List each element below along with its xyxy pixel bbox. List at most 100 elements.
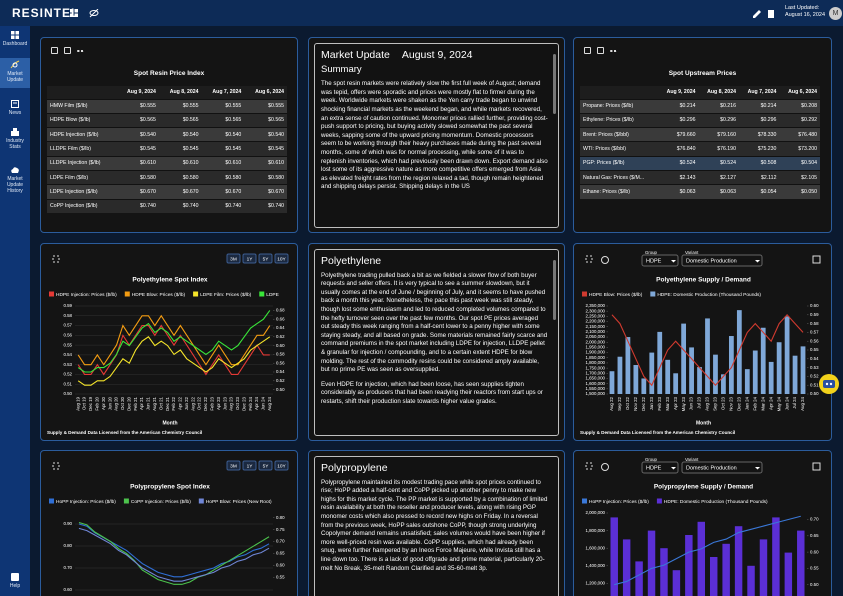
price-cell: $0.740	[158, 198, 202, 214]
nav-item[interactable]: Market Update History	[0, 164, 30, 196]
expand-button[interactable]	[52, 255, 60, 263]
table-row: Ethane: Prices ($/lb) $0.063 $0.063 $0.054 $…	[580, 184, 820, 200]
row-label: Brent: Prices ($/bbl)	[580, 127, 658, 142]
table-row: Brent: Prices ($/bbl) $79.660 $79.160 $78.3…	[580, 127, 820, 142]
x-tick-label: Jul 23	[697, 396, 702, 408]
y2-tick-label: 0.50	[810, 582, 819, 587]
nav-label: Industry Stats	[6, 138, 24, 150]
price-table: Aug 9, 2024 Aug 8, 2024 Aug 7, 2024 Aug 6, …	[47, 86, 287, 214]
range-button[interactable]	[258, 253, 273, 264]
y2-tick-label: 0.65	[276, 551, 285, 556]
price-cell: $75.230	[738, 141, 780, 157]
y-tick-label: 1,900,000	[585, 350, 605, 355]
price-cell: $0.050	[779, 184, 820, 200]
x-tick-label: Apr 23	[673, 396, 678, 409]
price-cell: $0.296	[698, 112, 739, 128]
bar	[713, 354, 718, 394]
column-header: Aug 9, 2024	[116, 86, 159, 99]
y2-tick-label: 0.70	[276, 539, 285, 544]
y2-tick-label: 0.70	[810, 517, 819, 522]
price-cell: $0.670	[244, 184, 287, 200]
x-tick-label: Dec 20	[126, 396, 131, 410]
chart-panel: Polyethylene Supply / Demand Group HDPE Var…	[573, 243, 832, 441]
range-button[interactable]	[226, 460, 241, 471]
range-button[interactable]	[258, 460, 273, 471]
y-tick-label: 0.55	[63, 342, 72, 347]
panel-tools[interactable]	[51, 47, 84, 54]
section-heading: Summary	[321, 63, 362, 75]
table-row: CoPP Injection ($/lb) $0.740 $0.740 $0.740 $…	[47, 198, 287, 214]
table-row[interactable]: PGP: Prices ($/lb) $0.524 $0.524 $0.508 $0.5…	[580, 155, 820, 171]
table-panel: Spot Resin Price Index Aug 9, 2024 Aug 8,…	[40, 37, 298, 233]
chat-assistant[interactable]	[818, 373, 840, 395]
scrollbar[interactable]	[553, 54, 556, 114]
nav-item[interactable]: Dashboard	[0, 29, 30, 49]
bar	[641, 378, 647, 394]
y-tick-label: 1,600,000	[585, 381, 605, 386]
price-cell: $0.054	[738, 184, 780, 200]
table-row: WTI: Prices ($/bbl) $76.840 $76.190 $75.230…	[580, 141, 820, 157]
bar	[747, 565, 755, 596]
range-button[interactable]	[274, 460, 289, 471]
bar	[776, 342, 782, 394]
dropdown[interactable]	[681, 254, 763, 267]
price-cell: $0.580	[116, 169, 159, 185]
bar	[744, 369, 750, 394]
y2-tick-label: 0.52	[276, 378, 285, 383]
user-avatar[interactable]: M	[829, 7, 842, 20]
legend-swatch	[259, 291, 265, 297]
price-cell: $0.555	[201, 98, 245, 114]
range-button[interactable]	[226, 253, 241, 264]
scrollbar[interactable]	[553, 260, 556, 320]
y2-tick-label: 0.60	[276, 343, 285, 348]
expand-button[interactable]	[585, 255, 593, 263]
price-cell: $0.565	[116, 112, 159, 128]
x-tick-label: May 24	[776, 396, 781, 411]
table-row: Ethylene: Prices ($/lb) $0.296 $0.296 $0.29…	[580, 112, 820, 128]
bar	[772, 517, 780, 596]
chart: Polypropylene Supply / Demand Group HDPE Va…	[582, 457, 821, 596]
legend-swatch	[650, 291, 656, 297]
dropdown[interactable]	[641, 254, 679, 267]
line	[78, 527, 270, 582]
nav-item[interactable]: News	[0, 98, 30, 118]
add-button	[601, 256, 609, 264]
range-button[interactable]	[242, 253, 257, 264]
legend-swatch	[193, 291, 199, 297]
brand[interactable]: RESINTEL	[12, 6, 80, 20]
price-cell: $76.190	[698, 141, 739, 157]
bar	[728, 336, 734, 394]
line	[614, 515, 801, 586]
y-tick-label: 2,250,000	[585, 314, 605, 319]
nav-item[interactable]: Industry Stats	[0, 126, 30, 152]
calendar-button	[812, 255, 821, 264]
range-button[interactable]	[242, 460, 257, 471]
x-tick-label: Jun 20	[107, 396, 112, 410]
line	[78, 523, 270, 578]
paragraph: Polypropylene maintained its modest trad…	[321, 478, 548, 572]
panel-tools[interactable]	[584, 47, 617, 54]
edit-icons[interactable]	[752, 8, 776, 18]
price-table: Aug 9, 2024 Aug 8, 2024 Aug 7, 2024 Aug 6, …	[580, 86, 820, 200]
bar	[709, 557, 718, 596]
header-icons[interactable]	[70, 9, 100, 18]
dropdown[interactable]	[641, 461, 679, 474]
bar	[672, 570, 681, 596]
nav-item[interactable]: Market Update	[0, 58, 30, 88]
y-tick-label: 1,850,000	[585, 355, 605, 360]
range-button-label: 3M	[230, 256, 237, 262]
bar	[657, 331, 663, 394]
bar	[689, 347, 694, 394]
table-row: Propane: Prices ($/lb) $0.214 $0.216 $0.214…	[580, 98, 820, 114]
column-header: Aug 8, 2024	[158, 86, 202, 99]
dropdown-caret	[755, 467, 760, 470]
y-tick-label: 1,800,000	[585, 528, 605, 533]
update-date: August 9, 2024	[401, 49, 473, 61]
y2-tick-label: 0.66	[276, 316, 285, 321]
y2-tick-label: 0.55	[810, 347, 819, 352]
dropdown[interactable]	[681, 461, 763, 474]
expand-button[interactable]	[585, 462, 593, 470]
expand-button[interactable]	[52, 462, 60, 470]
range-button[interactable]	[274, 253, 289, 264]
nav-item[interactable]: Help	[0, 571, 30, 591]
